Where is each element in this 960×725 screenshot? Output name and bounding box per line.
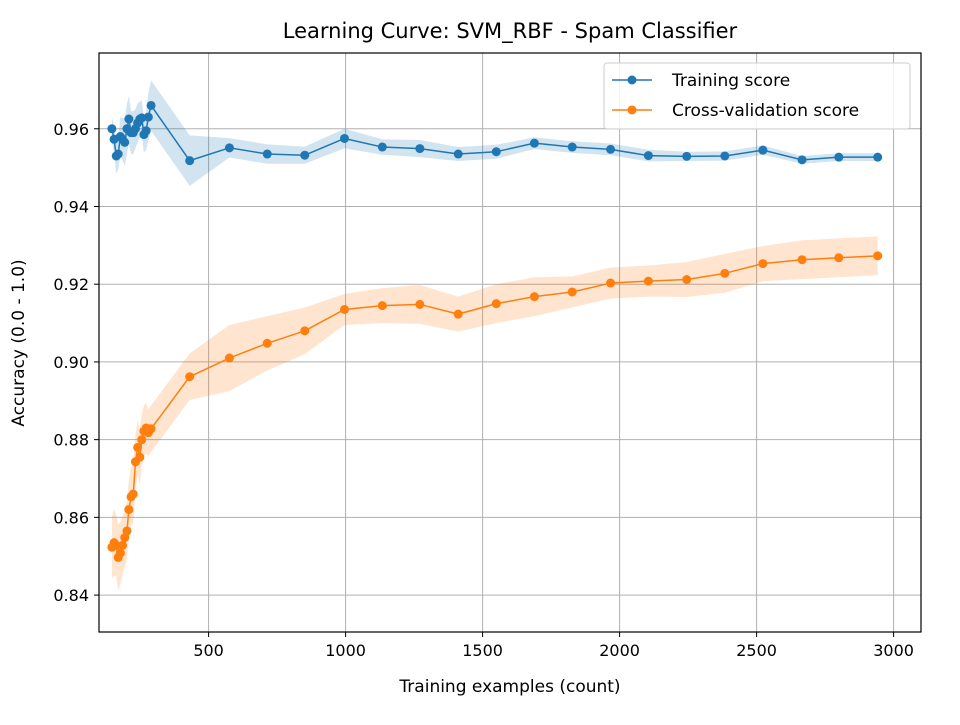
data-point-training — [340, 133, 350, 143]
x-tick-label: 500 — [193, 641, 224, 660]
data-point-cross-validation — [643, 276, 653, 286]
y-tick-label: 0.84 — [53, 586, 89, 605]
data-point-training — [453, 149, 463, 159]
data-point-cross-validation — [262, 338, 272, 348]
legend-label-training: Training score — [671, 71, 790, 91]
y-tick-label: 0.92 — [53, 275, 89, 294]
y-tick-label: 0.86 — [53, 508, 89, 527]
y-tick-label: 0.94 — [53, 197, 89, 216]
data-point-cross-validation — [682, 275, 692, 285]
data-point-training — [758, 145, 768, 155]
y-axis-label: Accuracy (0.0 - 1.0) — [9, 259, 29, 426]
axis-ticks: 500 1000 1500 2000 2500 3000 0.84 0.86 0.88 0.90 0… — [53, 120, 914, 660]
data-point-cross-validation — [491, 299, 501, 309]
data-point-cross-validation — [146, 424, 156, 434]
data-point-cross-validation — [415, 299, 425, 309]
data-point-cross-validation — [377, 301, 387, 311]
chart-title: Learning Curve: SVM_RBF - Spam Classifie… — [283, 19, 738, 44]
data-point-training — [141, 126, 151, 136]
legend-marker-cross-validation — [627, 105, 637, 115]
data-point-cross-validation — [133, 442, 143, 452]
legend-label-cross-validation: Cross-validation score — [672, 101, 859, 121]
legend-box — [603, 62, 911, 130]
data-point-cross-validation — [137, 435, 147, 445]
data-point-cross-validation — [340, 304, 350, 314]
data-point-cross-validation — [128, 489, 138, 499]
data-point-training — [682, 151, 692, 161]
data-point-cross-validation — [834, 253, 844, 263]
data-point-cross-validation — [185, 372, 195, 382]
data-point-cross-validation — [873, 251, 883, 261]
data-point-training — [606, 144, 616, 154]
data-point-cross-validation — [135, 452, 145, 462]
x-tick-label: 1500 — [462, 641, 503, 660]
data-point-training — [120, 137, 130, 147]
data-point-training — [720, 151, 730, 161]
data-point-cross-validation — [124, 505, 134, 515]
x-tick-label: 3000 — [873, 641, 914, 660]
y-tick-label: 0.90 — [53, 353, 89, 372]
x-tick-label: 2000 — [599, 641, 640, 660]
data-point-cross-validation — [453, 309, 463, 319]
data-point-cross-validation — [529, 292, 539, 302]
x-axis-label: Training examples (count) — [398, 677, 620, 697]
data-point-training — [491, 147, 501, 157]
legend-marker-training — [627, 75, 637, 85]
std-band-cross-validation — [111, 236, 878, 591]
data-point-training — [137, 113, 147, 123]
grid-lines — [99, 53, 921, 632]
y-tick-label: 0.88 — [53, 431, 89, 450]
data-point-training — [143, 112, 153, 122]
data-point-training — [262, 149, 272, 159]
legend: Training score Cross-validation score — [603, 62, 911, 130]
data-point-training — [377, 142, 387, 152]
data-point-cross-validation — [122, 526, 132, 536]
data-point-training — [185, 156, 195, 166]
data-point-training — [224, 143, 234, 153]
data-point-cross-validation — [118, 540, 128, 550]
data-point-cross-validation — [758, 259, 768, 269]
data-point-cross-validation — [111, 540, 121, 550]
y-tick-label: 0.96 — [53, 120, 89, 139]
data-point-cross-validation — [720, 268, 730, 278]
data-point-training — [873, 152, 883, 162]
data-point-training — [529, 138, 539, 148]
data-point-training — [834, 152, 844, 162]
data-point-training — [124, 114, 134, 124]
data-point-training — [107, 124, 117, 134]
data-point-training — [146, 100, 156, 110]
data-point-cross-validation — [606, 278, 616, 288]
plot-frame — [98, 52, 922, 633]
data-point-training — [643, 151, 653, 161]
data-point-training — [567, 142, 577, 152]
data-point-cross-validation — [300, 326, 310, 336]
x-tick-label: 2500 — [736, 641, 777, 660]
data-point-cross-validation — [567, 287, 577, 297]
x-tick-label: 1000 — [325, 641, 366, 660]
data-point-training — [415, 144, 425, 154]
data-point-cross-validation — [797, 255, 807, 265]
data-point-training — [113, 149, 123, 159]
data-point-training — [300, 150, 310, 160]
data-point-cross-validation — [115, 548, 125, 558]
series-markers — [107, 100, 883, 562]
data-point-cross-validation — [224, 353, 234, 363]
data-point-training — [797, 155, 807, 165]
